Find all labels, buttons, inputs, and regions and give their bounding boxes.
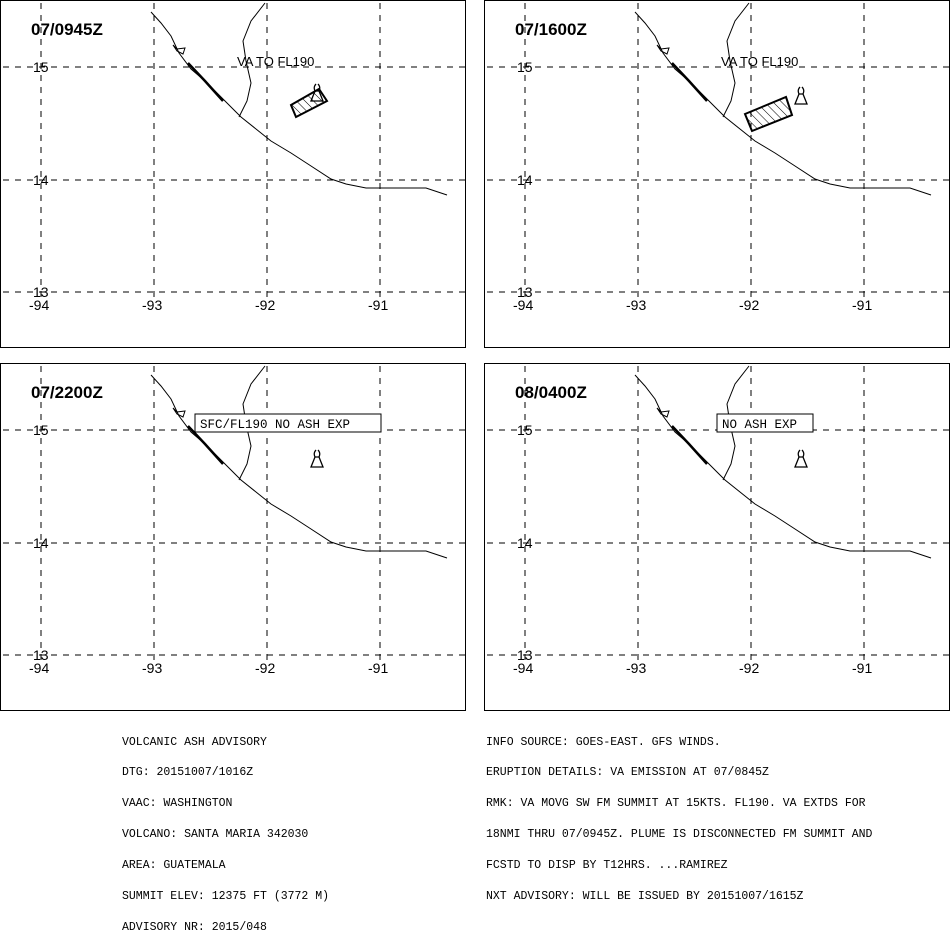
longitude-label: -94	[513, 660, 533, 676]
advisory-info-left: VOLCANIC ASH ADVISORY DTG: 20151007/1016…	[122, 717, 329, 944]
latitude-label: 14	[33, 535, 49, 551]
forecast-time-label: 08/0400Z	[515, 383, 587, 402]
coastline	[634, 11, 932, 196]
latitude-label: 14	[33, 172, 49, 188]
longitude-label: -92	[739, 660, 759, 676]
country-border	[238, 2, 266, 118]
volcano-icon	[794, 86, 808, 105]
lake-outline	[172, 44, 186, 55]
advisory-line: ERUPTION DETAILS: VA EMISSION AT 07/0845…	[486, 766, 769, 780]
forecast-panel-2: 15 14 13 -94 -93 -92 -91 07/1600Z VA TO FL190	[484, 0, 950, 348]
forecast-time-label: 07/1600Z	[515, 20, 587, 39]
latitude-label: 15	[517, 422, 533, 438]
advisory-line: SUMMIT ELEV: 12375 FT (3772 M)	[122, 890, 330, 904]
longitude-label: -94	[29, 297, 49, 313]
longitude-label: -93	[626, 660, 646, 676]
coastline-thick	[671, 62, 708, 102]
latitude-label: 15	[517, 59, 533, 75]
longitude-label: -92	[255, 297, 275, 313]
coastline-thick	[671, 425, 708, 465]
latitude-label: 13	[517, 284, 533, 300]
latitude-label: 13	[33, 647, 49, 663]
longitude-label: -94	[29, 660, 49, 676]
ash-status-label: NO ASH EXP	[722, 418, 797, 432]
advisory-line: ADVISORY NR: 2015/048	[122, 920, 267, 934]
country-border	[722, 2, 750, 118]
coastline	[150, 11, 448, 196]
forecast-time-label: 07/2200Z	[31, 383, 103, 402]
longitude-label: -94	[513, 297, 533, 313]
advisory-line: 18NMI THRU 07/0945Z. PLUME IS DISCONNECT…	[486, 828, 873, 842]
ash-status-box	[194, 413, 382, 433]
latitude-label: 13	[33, 284, 49, 300]
volcano-icon	[310, 83, 324, 102]
longitude-label: -93	[142, 297, 162, 313]
forecast-time-label: 07/0945Z	[31, 20, 103, 39]
longitude-label: -91	[852, 660, 872, 676]
advisory-line: VOLCANO: SANTA MARIA 342030	[122, 828, 309, 842]
forecast-panel-1: 15 14 13 -94 -93 -92 -91 07/0945Z VA TO FL190	[0, 0, 466, 348]
longitude-label: -91	[368, 660, 388, 676]
advisory-line: FCSTD TO DISP BY T12HRS. ...RAMIREZ	[486, 859, 728, 873]
latitude-label: 14	[517, 172, 533, 188]
longitude-label: -93	[626, 297, 646, 313]
lake-outline	[172, 407, 186, 418]
ash-status-box	[716, 413, 814, 433]
advisory-line: AREA: GUATEMALA	[122, 859, 226, 873]
ash-plume-polygon	[289, 87, 329, 119]
map-canvas: 15 14 13-94 -93 -92 -91 07/0945Z VA TO FL190	[3, 2, 465, 313]
volcano-icon	[310, 449, 324, 468]
coastline	[634, 374, 932, 559]
longitude-label: -91	[852, 297, 872, 313]
latitude-label: 13	[517, 647, 533, 663]
advisory-line: VOLCANIC ASH ADVISORY	[122, 735, 267, 749]
advisory-line: INFO SOURCE: GOES-EAST. GFS WINDS.	[486, 735, 721, 749]
ash-status-label: SFC/FL190 NO ASH EXP	[200, 418, 350, 432]
longitude-label: -92	[739, 297, 759, 313]
coastline-thick	[187, 62, 224, 102]
lake-outline	[656, 44, 670, 55]
advisory-info-right: INFO SOURCE: GOES-EAST. GFS WINDS. ERUPT…	[486, 717, 872, 913]
map-canvas: 15 14 13-94 -93 -92 -91 07/2200Z SFC/FL190 NO A…	[3, 365, 465, 676]
advisory-line: DTG: 20151007/1016Z	[122, 766, 254, 780]
forecast-panel-4: 15 14 13 -94 -93 -92 -91 08/0400Z NO ASH EXP	[484, 363, 950, 711]
latitude-label: 15	[33, 59, 49, 75]
ash-altitude-label: VA TO FL190	[237, 54, 314, 69]
ash-altitude-label: VA TO FL190	[721, 54, 798, 69]
longitude-label: -91	[368, 297, 388, 313]
coastline-thick	[187, 425, 224, 465]
longitude-label: -92	[255, 660, 275, 676]
advisory-line: VAAC: WASHINGTON	[122, 797, 233, 811]
ash-plume-polygon	[743, 95, 794, 133]
volcano-icon	[794, 449, 808, 468]
coastline	[150, 374, 448, 559]
forecast-panel-3: 15 14 13 -94 -93 -92 -91 07/2200Z SFC/FL190 NO A…	[0, 363, 466, 711]
map-canvas: 15 14 13-94 -93 -92 -91 08/0400Z NO ASH EXP	[487, 365, 949, 676]
longitude-label: -93	[142, 660, 162, 676]
advisory-line: NXT ADVISORY: WILL BE ISSUED BY 20151007…	[486, 890, 804, 904]
latitude-label: 14	[517, 535, 533, 551]
lake-outline	[656, 407, 670, 418]
advisory-line: RMK: VA MOVG SW FM SUMMIT AT 15KTS. FL19…	[486, 797, 866, 811]
map-canvas: 15 14 13-94 -93 -92 -91 07/1600Z VA TO FL190	[487, 2, 949, 313]
latitude-label: 15	[33, 422, 49, 438]
